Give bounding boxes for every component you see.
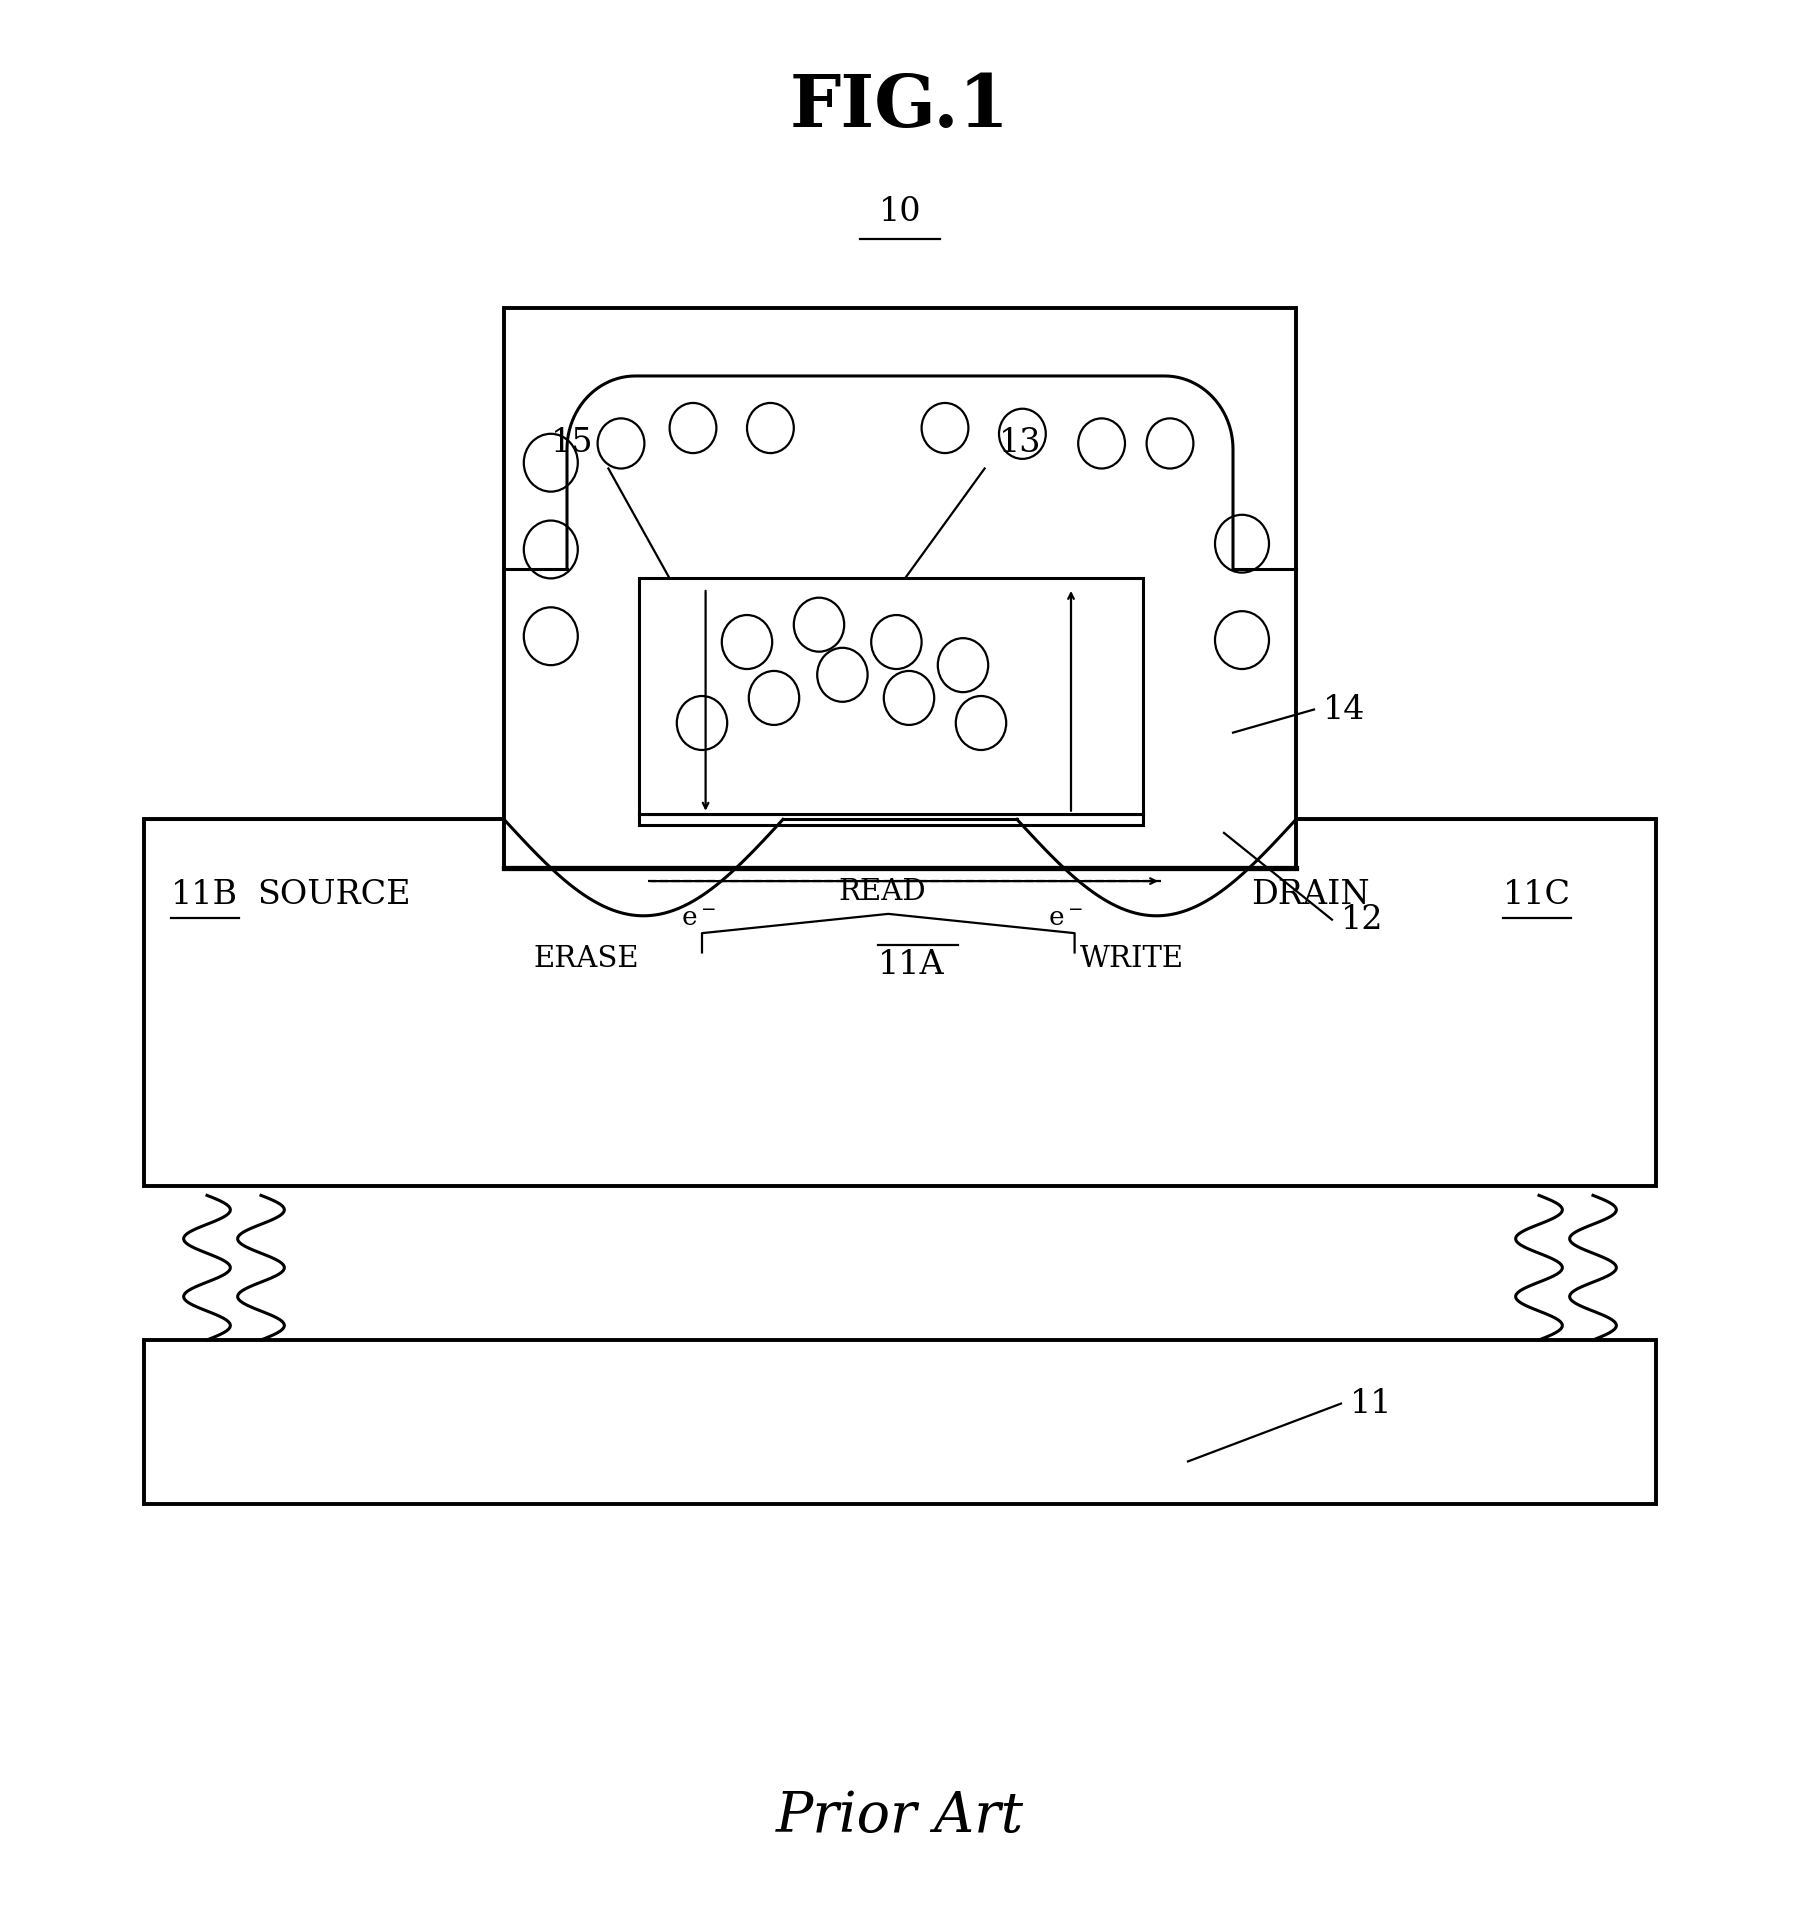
Bar: [144, 819, 1656, 1186]
Text: Prior Art: Prior Art: [776, 1789, 1024, 1843]
Text: 13: 13: [999, 426, 1042, 459]
Text: READ: READ: [839, 877, 925, 906]
Text: DRAIN: DRAIN: [1251, 879, 1370, 910]
Text: 11C: 11C: [1503, 879, 1571, 910]
Text: 12: 12: [1341, 904, 1384, 935]
Text: ERASE: ERASE: [533, 945, 639, 974]
Text: 11A: 11A: [878, 949, 945, 981]
Text: e$^-$: e$^-$: [680, 906, 716, 931]
Text: 14: 14: [1323, 694, 1366, 725]
Bar: [144, 1340, 1656, 1504]
Text: SOURCE: SOURCE: [257, 879, 410, 910]
Text: 11: 11: [1350, 1388, 1393, 1419]
Text: 10: 10: [878, 195, 922, 228]
Bar: [639, 578, 1143, 814]
Text: e$^-$: e$^-$: [1048, 906, 1084, 931]
Text: 11B: 11B: [171, 879, 238, 910]
Text: WRITE: WRITE: [1080, 945, 1184, 974]
Text: 15: 15: [551, 426, 594, 459]
Text: FIG.1: FIG.1: [790, 71, 1010, 141]
Bar: [504, 308, 1296, 868]
